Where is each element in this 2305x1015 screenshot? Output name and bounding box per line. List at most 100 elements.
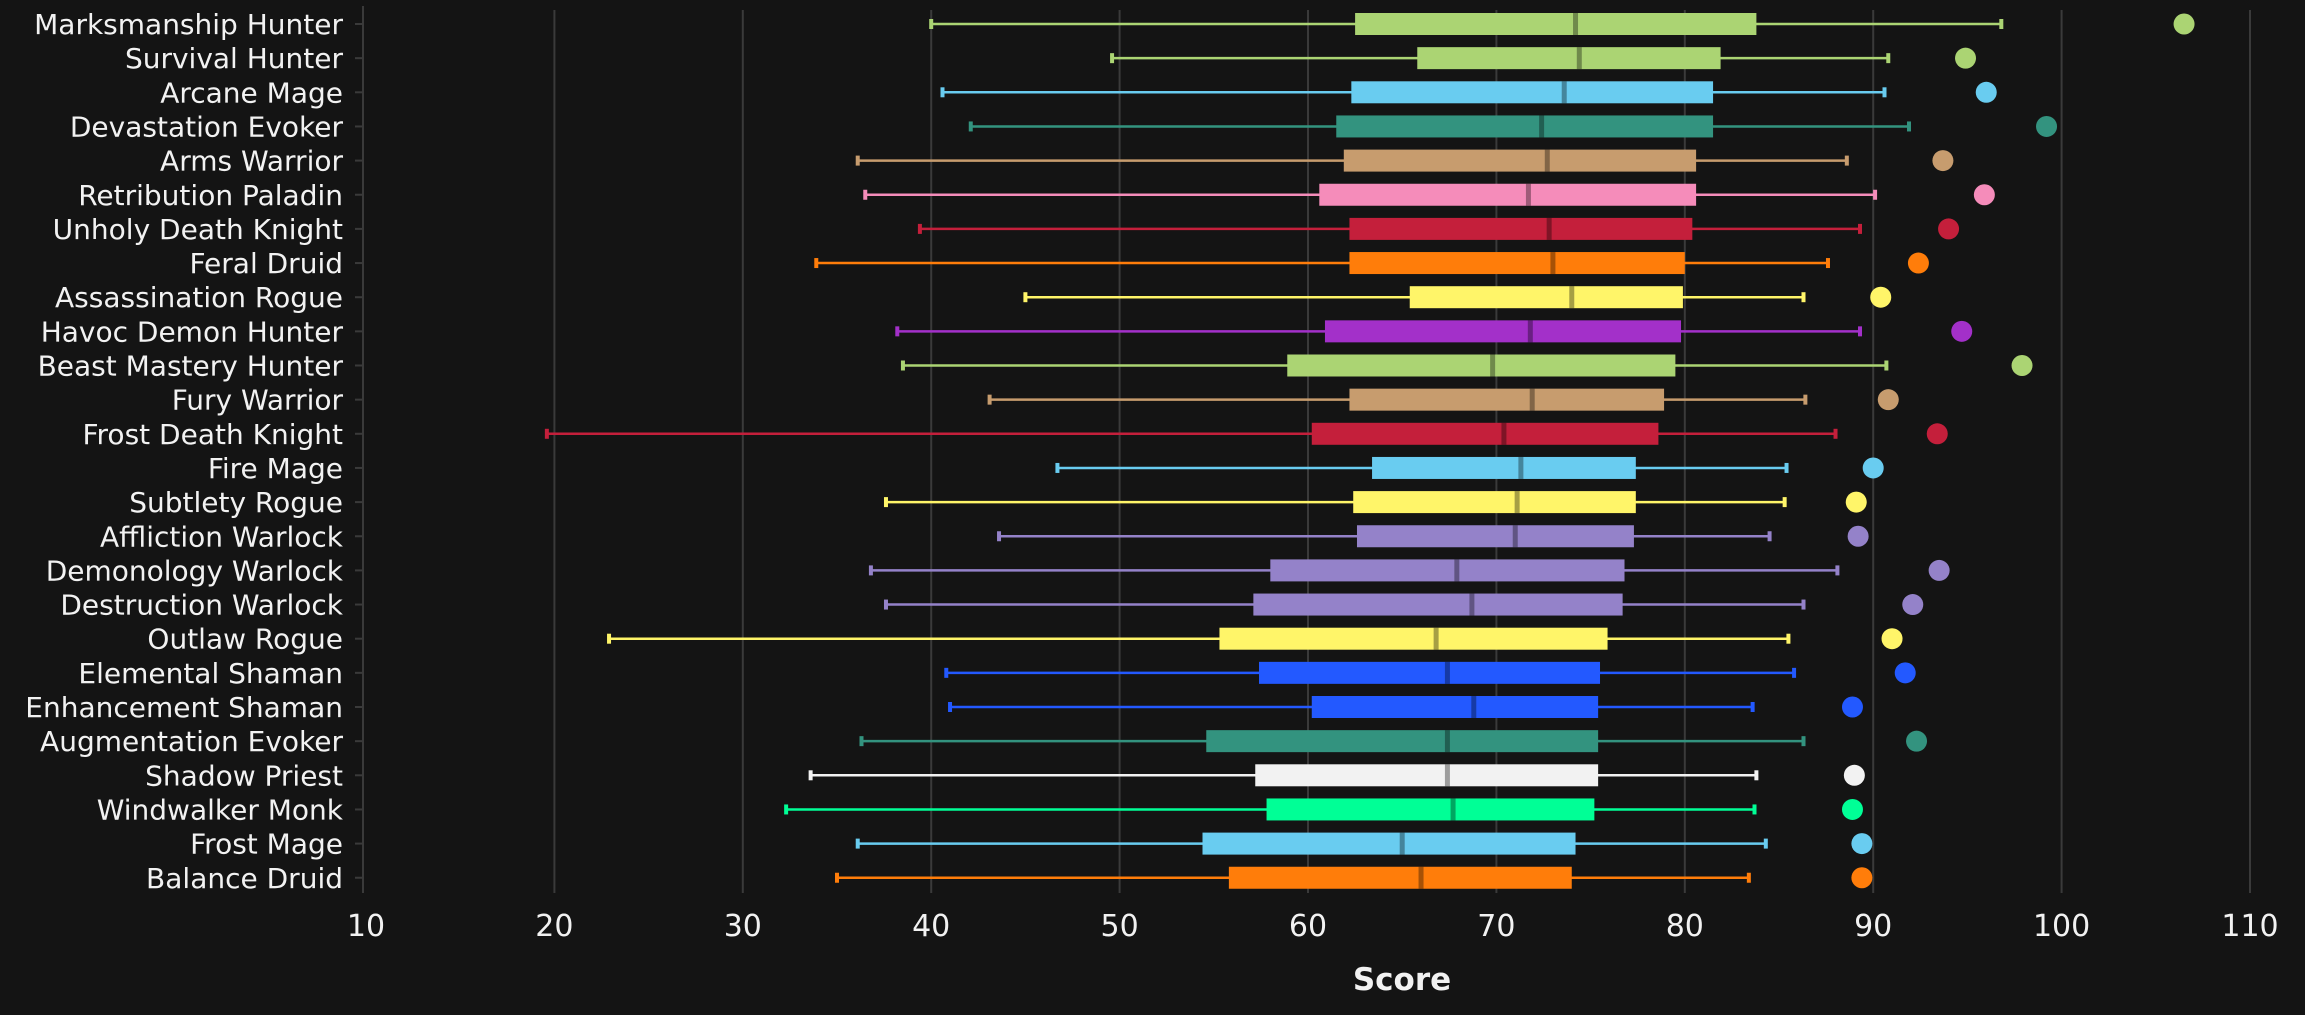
outlier-point (1951, 320, 1973, 342)
box-row: Demonology Warlock (46, 554, 1950, 587)
outlier-point (2036, 115, 2058, 137)
iqr-box (1336, 115, 1714, 138)
box-row: Arms Warrior (160, 145, 1954, 178)
x-tick-label-100: 100 (2033, 909, 2090, 944)
outlier-point (1906, 730, 1928, 752)
category-label: Arms Warrior (160, 145, 343, 178)
outlier-point (1907, 252, 1929, 274)
category-label: Marksmanship Hunter (34, 8, 343, 41)
x-tick-label-50: 50 (1101, 909, 1139, 944)
category-label: Subtlety Rogue (129, 486, 343, 519)
x-tick-label-60: 60 (1289, 909, 1327, 944)
box-row: Beast Mastery Hunter (38, 350, 2033, 383)
category-label: Elemental Shaman (78, 657, 343, 690)
outlier-point (1938, 218, 1960, 240)
category-label: Frost Mage (190, 828, 343, 861)
category-label: Fire Mage (208, 452, 343, 485)
category-label: Arcane Mage (160, 76, 343, 109)
iqr-box (1270, 559, 1625, 582)
category-label: Destruction Warlock (60, 589, 343, 622)
iqr-box (1343, 149, 1697, 172)
box-row: Affliction Warlock (100, 520, 1869, 553)
iqr-box (1319, 183, 1697, 206)
x-tick-label-20: 20 (535, 909, 573, 944)
iqr-box (1409, 286, 1683, 309)
outlier-point (2173, 13, 2195, 35)
iqr-box (1228, 866, 1572, 889)
iqr-box (1351, 81, 1714, 104)
box-row: Balance Druid (146, 862, 1873, 895)
category-label: Windwalker Monk (97, 793, 344, 826)
category-label: Outlaw Rogue (147, 623, 343, 656)
iqr-box (1255, 764, 1599, 787)
iqr-box (1253, 593, 1623, 616)
box-row: Augmentation Evoker (40, 725, 1928, 758)
category-label: Augmentation Evoker (40, 725, 343, 758)
box-row: Fury Warrior (172, 384, 1899, 417)
outlier-point (1881, 628, 1903, 650)
category-label: Devastation Evoker (70, 110, 344, 143)
iqr-box (1355, 13, 1757, 35)
x-tick-label-90: 90 (1854, 909, 1892, 944)
iqr-box (1349, 388, 1665, 411)
iqr-box (1259, 661, 1601, 684)
box-row: Frost Death Knight (82, 418, 1948, 451)
box-row: Feral Druid (189, 247, 1929, 280)
x-tick-label-10: 10 (347, 909, 385, 944)
box-row: Assassination Rogue (55, 281, 1892, 314)
box-row: Shadow Priest (145, 759, 1865, 792)
outlier-point (1928, 559, 1950, 581)
x-tick-label-110: 110 (2221, 909, 2278, 944)
outlier-point (1894, 662, 1916, 684)
outlier-point (1847, 525, 1869, 547)
outlier-point (1843, 764, 1865, 786)
box-row: Elemental Shaman (78, 657, 1916, 690)
category-label: Demonology Warlock (46, 554, 344, 587)
outlier-point (1841, 696, 1863, 718)
x-tick-label-30: 30 (724, 909, 762, 944)
outlier-point (1870, 286, 1892, 308)
category-label: Frost Death Knight (82, 418, 343, 451)
iqr-box (1324, 320, 1682, 343)
category-label: Enhancement Shaman (25, 691, 343, 724)
outlier-point (1955, 47, 1977, 69)
category-label: Feral Druid (189, 247, 343, 280)
category-label: Shadow Priest (145, 759, 343, 792)
outlier-point (1926, 423, 1948, 445)
iqr-box (1356, 525, 1634, 548)
box-row: Marksmanship Hunter (34, 8, 2195, 41)
box-row: Unholy Death Knight (53, 213, 1960, 246)
iqr-box (1353, 491, 1636, 514)
outlier-point (1841, 798, 1863, 820)
x-tick-label-80: 80 (1666, 909, 1704, 944)
box-row: Arcane Mage (160, 76, 1997, 109)
outlier-point (1975, 81, 1997, 103)
category-label: Affliction Warlock (100, 520, 344, 553)
outlier-point (1877, 389, 1899, 411)
box-row: Fire Mage (208, 452, 1884, 485)
x-tick-label-70: 70 (1477, 909, 1515, 944)
box-row: Windwalker Monk (97, 793, 1863, 826)
iqr-box (1349, 252, 1685, 275)
iqr-box (1287, 354, 1676, 377)
iqr-box (1417, 47, 1721, 70)
box-row: Outlaw Rogue (147, 623, 1903, 656)
category-label: Unholy Death Knight (53, 213, 343, 246)
iqr-box (1266, 798, 1595, 821)
iqr-box (1349, 217, 1693, 240)
x-tick-label-40: 40 (912, 909, 950, 944)
category-label: Survival Hunter (125, 42, 344, 75)
box-row: Frost Mage (190, 828, 1873, 861)
x-tick-labels: 10 20 30 40 50 60 70 80 90 100 110 (347, 909, 2279, 944)
box-row: Retribution Paladin (78, 179, 1995, 212)
box-row: Destruction Warlock (60, 589, 1924, 622)
category-label: Assassination Rogue (55, 281, 343, 314)
iqr-box (1202, 832, 1576, 855)
category-label: Balance Druid (146, 862, 343, 895)
category-label: Havoc Demon Hunter (41, 315, 344, 348)
iqr-box (1206, 730, 1599, 753)
box-row: Enhancement Shaman (25, 691, 1863, 724)
